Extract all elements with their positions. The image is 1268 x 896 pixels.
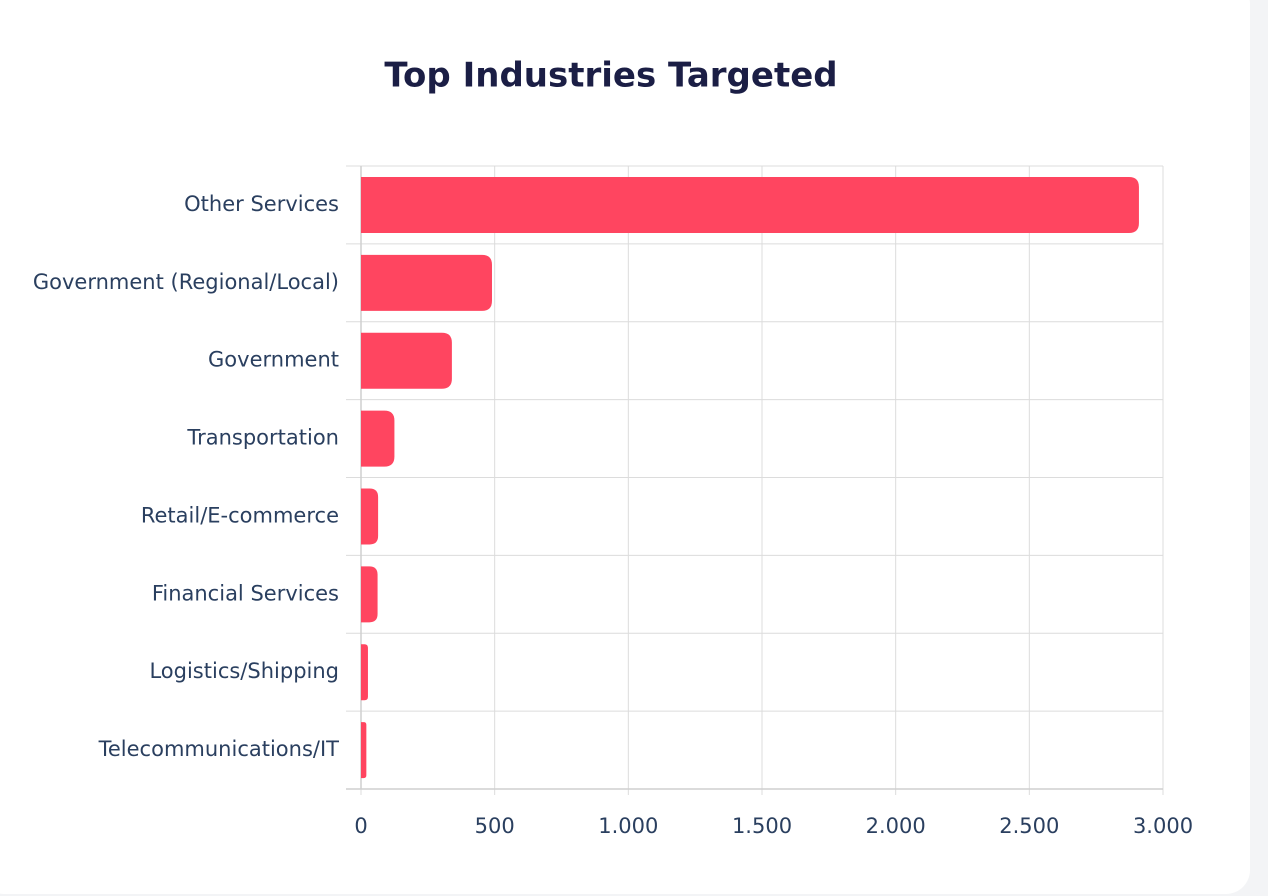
bar	[361, 722, 367, 779]
bar	[361, 488, 379, 545]
bar	[361, 566, 378, 623]
y-tick-label: Government	[208, 348, 339, 372]
y-tick-label: Financial Services	[152, 581, 339, 605]
bar	[361, 410, 395, 467]
y-tick-label: Logistics/Shipping	[149, 659, 339, 683]
bar	[361, 254, 492, 311]
bar	[361, 176, 1139, 233]
x-tick-label: 2.500	[999, 814, 1059, 838]
y-tick-label: Other Services	[184, 192, 339, 216]
x-tick-label: 3.000	[1133, 814, 1193, 838]
y-tick-label: Transportation	[186, 426, 339, 450]
x-tick-label: 1.000	[598, 814, 658, 838]
y-tick-label: Telecommunications/IT	[98, 737, 340, 761]
bar	[361, 644, 368, 701]
x-tick-label: 1.500	[732, 814, 792, 838]
x-tick-label: 2.000	[866, 814, 926, 838]
x-tick-label: 0	[354, 814, 367, 838]
x-tick-label: 500	[475, 814, 515, 838]
chart-title: Top Industries Targeted	[384, 56, 837, 96]
y-tick-label: Government (Regional/Local)	[33, 270, 339, 294]
bar	[361, 332, 452, 389]
y-tick-label: Retail/E-commerce	[141, 503, 339, 527]
